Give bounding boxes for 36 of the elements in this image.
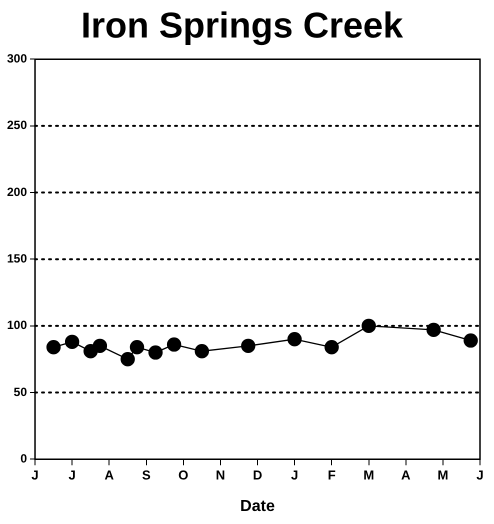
point <box>464 333 478 348</box>
point <box>287 332 302 346</box>
x-tick-label: S <box>142 468 151 483</box>
point <box>120 352 135 366</box>
point <box>130 340 144 354</box>
point <box>148 345 163 360</box>
y-tick-label: 250 <box>6 118 28 132</box>
x-tick-label: F <box>328 468 336 483</box>
x-tick-label: M <box>363 468 374 483</box>
y-tick-label: 150 <box>6 252 28 266</box>
point <box>46 340 61 354</box>
x-tick-label: J <box>68 468 76 483</box>
x-axis-title: Date <box>240 498 275 515</box>
point <box>64 334 80 350</box>
x-tick-label: D <box>252 468 262 483</box>
point <box>92 338 108 354</box>
point <box>166 337 182 352</box>
y-tick-label: 0 <box>20 452 28 466</box>
y-tick-label: 100 <box>6 318 28 332</box>
x-tick-label: A <box>401 468 412 483</box>
x-tick-label: O <box>178 468 188 483</box>
x-tick-label: J <box>31 468 39 483</box>
point <box>426 322 441 338</box>
y-tick-label: 50 <box>14 384 28 399</box>
x-tick-label: J <box>290 468 298 483</box>
y-tick-label: 200 <box>6 184 28 199</box>
x-tick-label: A <box>104 468 114 483</box>
point <box>194 344 210 358</box>
x-tick-label: N <box>216 468 226 483</box>
point <box>324 340 339 354</box>
x-tick-label: J <box>476 468 484 483</box>
x-tick-label: M <box>437 468 448 483</box>
y-tick-label: 300 <box>6 52 28 66</box>
point <box>362 318 376 334</box>
point <box>241 338 256 354</box>
chart-title: Iron Springs Creek <box>80 4 404 46</box>
